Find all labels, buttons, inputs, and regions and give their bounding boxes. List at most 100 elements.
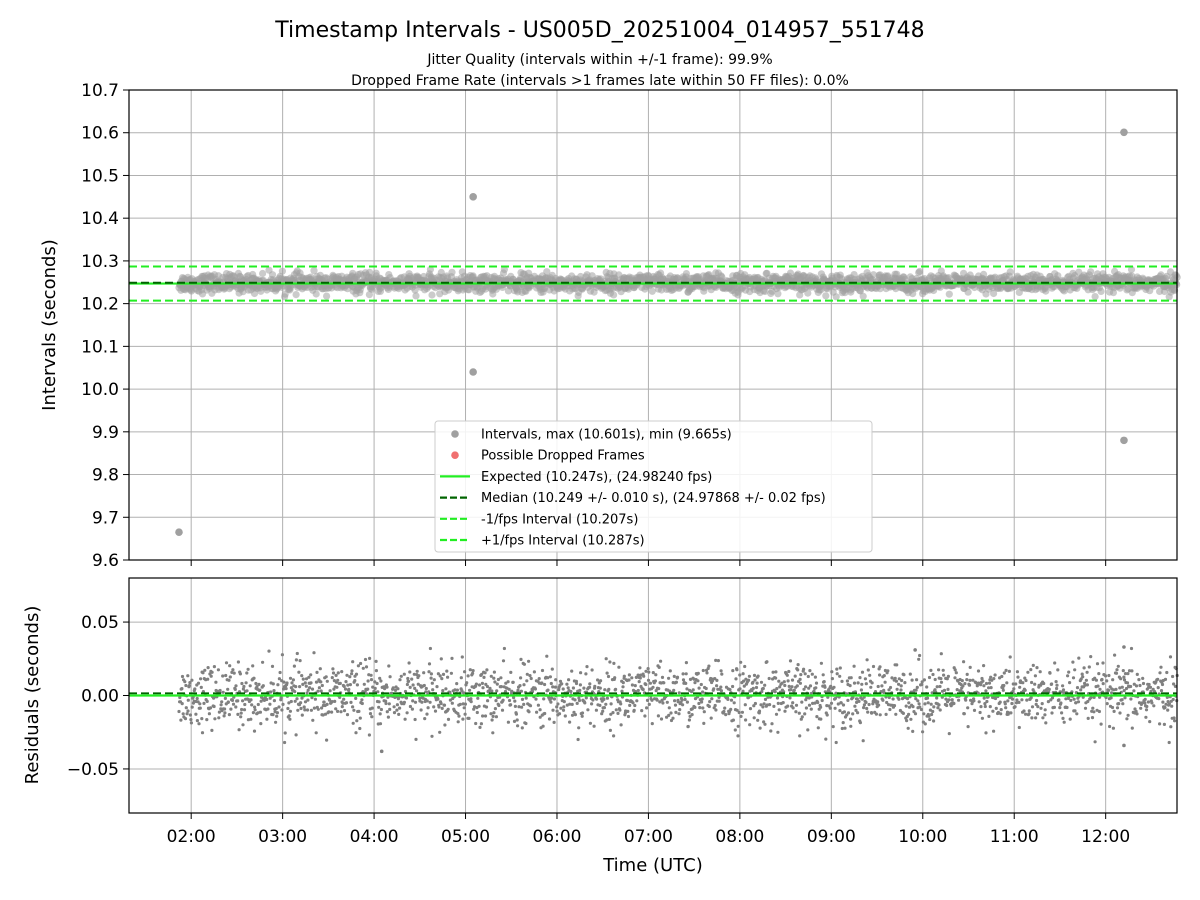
residual-point — [252, 729, 257, 733]
residual-point — [660, 675, 665, 680]
residual-point — [690, 707, 694, 711]
residual-point — [878, 665, 882, 669]
residual-point — [558, 679, 563, 683]
residual-point — [984, 731, 988, 735]
residual-point — [720, 672, 724, 676]
residual-point — [467, 716, 471, 721]
residual-point — [1092, 695, 1096, 700]
residual-point — [787, 684, 791, 689]
residual-point — [1104, 695, 1108, 700]
residual-point — [942, 688, 947, 693]
intervals-y-tick-label: 9.8 — [92, 466, 119, 486]
residual-point — [1009, 711, 1013, 715]
residual-point — [1016, 675, 1020, 679]
residual-point — [441, 689, 445, 693]
residual-point — [398, 706, 402, 710]
residual-point — [1010, 697, 1015, 701]
residual-point — [200, 731, 205, 735]
chart-title: Timestamp Intervals - US005D_20251004_01… — [274, 18, 924, 43]
residual-point — [570, 669, 574, 673]
residual-point — [1035, 698, 1039, 703]
residual-point — [582, 686, 586, 690]
residual-point — [1163, 677, 1168, 682]
residual-point — [290, 681, 294, 685]
residual-point — [310, 687, 315, 691]
time-x-tick-label: 10:00 — [898, 827, 947, 847]
residual-point — [939, 677, 943, 681]
residual-point — [611, 711, 615, 715]
residual-point — [906, 726, 910, 730]
residual-point — [776, 730, 780, 734]
residual-point — [1122, 689, 1126, 693]
residual-point — [1013, 705, 1017, 709]
residual-point — [732, 701, 736, 705]
residual-point — [838, 709, 842, 713]
residual-point — [971, 678, 975, 682]
residual-point — [512, 719, 517, 724]
residual-point — [677, 691, 681, 695]
residual-point — [733, 728, 737, 732]
residual-point — [551, 685, 555, 689]
residual-point — [913, 712, 918, 716]
residual-point — [1106, 688, 1111, 693]
residual-point — [259, 699, 263, 703]
residual-point — [603, 688, 607, 692]
residual-point — [193, 687, 197, 691]
residual-point — [255, 685, 259, 689]
residual-point — [1130, 726, 1134, 730]
residual-point — [1095, 662, 1100, 666]
residual-point — [707, 664, 711, 668]
residual-point — [438, 730, 442, 734]
residual-point — [375, 681, 379, 686]
residual-point — [203, 668, 207, 672]
residual-point — [244, 681, 248, 685]
residual-point — [607, 687, 611, 692]
residual-point — [628, 703, 632, 708]
residual-point — [1079, 688, 1083, 692]
residual-point — [1002, 683, 1006, 688]
residual-point — [516, 688, 520, 692]
residual-point — [180, 674, 185, 679]
residual-point — [960, 679, 964, 683]
residual-point — [287, 701, 291, 705]
time-x-tick-label: 07:00 — [624, 827, 673, 847]
residual-point — [1030, 680, 1034, 685]
residual-point — [422, 671, 426, 675]
residual-point — [855, 700, 859, 705]
residual-point — [390, 691, 394, 695]
residual-point — [631, 701, 635, 705]
residual-point — [1105, 679, 1109, 683]
residual-point — [341, 701, 345, 705]
residual-point — [731, 669, 735, 673]
residual-point — [549, 681, 553, 686]
residual-point — [859, 688, 864, 692]
residual-point — [774, 712, 779, 716]
residual-point — [701, 668, 705, 673]
interval-point — [1054, 272, 1062, 280]
residual-point — [392, 711, 397, 715]
interval-point — [610, 291, 618, 299]
residual-point — [1129, 646, 1134, 651]
residual-point — [849, 676, 853, 680]
residual-point — [408, 704, 412, 709]
residual-point — [1011, 682, 1015, 686]
residual-point — [815, 715, 819, 719]
residual-point — [480, 672, 484, 676]
residual-point — [384, 701, 388, 706]
interval-point — [832, 293, 840, 301]
residual-point — [373, 680, 377, 684]
residual-point — [379, 679, 383, 683]
residual-point — [502, 646, 506, 651]
residual-point — [774, 670, 778, 674]
residual-point — [876, 700, 880, 704]
residual-point — [825, 713, 829, 717]
residual-point — [772, 704, 776, 709]
residual-point — [632, 708, 636, 712]
residual-point — [560, 682, 564, 686]
residual-point — [767, 676, 771, 681]
residual-point — [1035, 666, 1039, 670]
residual-point — [195, 719, 199, 723]
residual-point — [957, 698, 961, 702]
residual-point — [914, 697, 918, 701]
residual-point — [1030, 716, 1034, 720]
